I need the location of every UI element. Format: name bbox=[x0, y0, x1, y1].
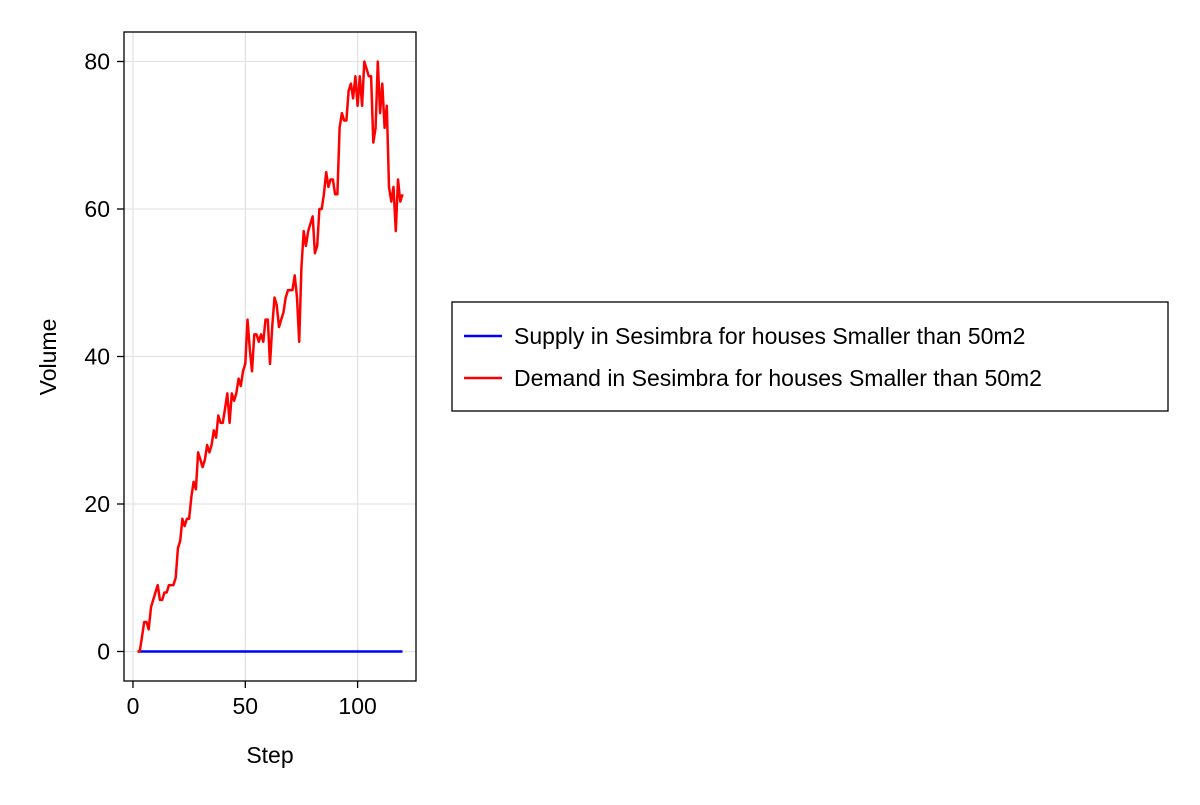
x-tick-label: 0 bbox=[127, 693, 140, 719]
series-lines bbox=[137, 60, 404, 653]
y-axis-ticks: 0 20 40 60 80 bbox=[84, 49, 124, 665]
x-axis-label: Step bbox=[246, 742, 293, 768]
legend: Supply in Sesimbra for houses Smaller th… bbox=[451, 301, 1169, 412]
y-tick-label: 80 bbox=[84, 49, 110, 75]
y-tick-label: 40 bbox=[84, 344, 110, 370]
x-axis-ticks: 0 50 100 bbox=[127, 681, 377, 719]
demand-series-line bbox=[137, 60, 404, 653]
legend-entry-supply: Supply in Sesimbra for houses Smaller th… bbox=[514, 323, 1025, 349]
y-tick-label: 0 bbox=[97, 639, 110, 665]
legend-box bbox=[451, 301, 1169, 412]
x-tick-label: 100 bbox=[338, 693, 376, 719]
y-tick-label: 20 bbox=[84, 491, 110, 517]
x-tick-label: 50 bbox=[232, 693, 258, 719]
legend-entry-demand: Demand in Sesimbra for houses Smaller th… bbox=[514, 365, 1042, 391]
y-axis-label: Volume bbox=[35, 319, 61, 396]
y-tick-label: 60 bbox=[84, 196, 110, 222]
